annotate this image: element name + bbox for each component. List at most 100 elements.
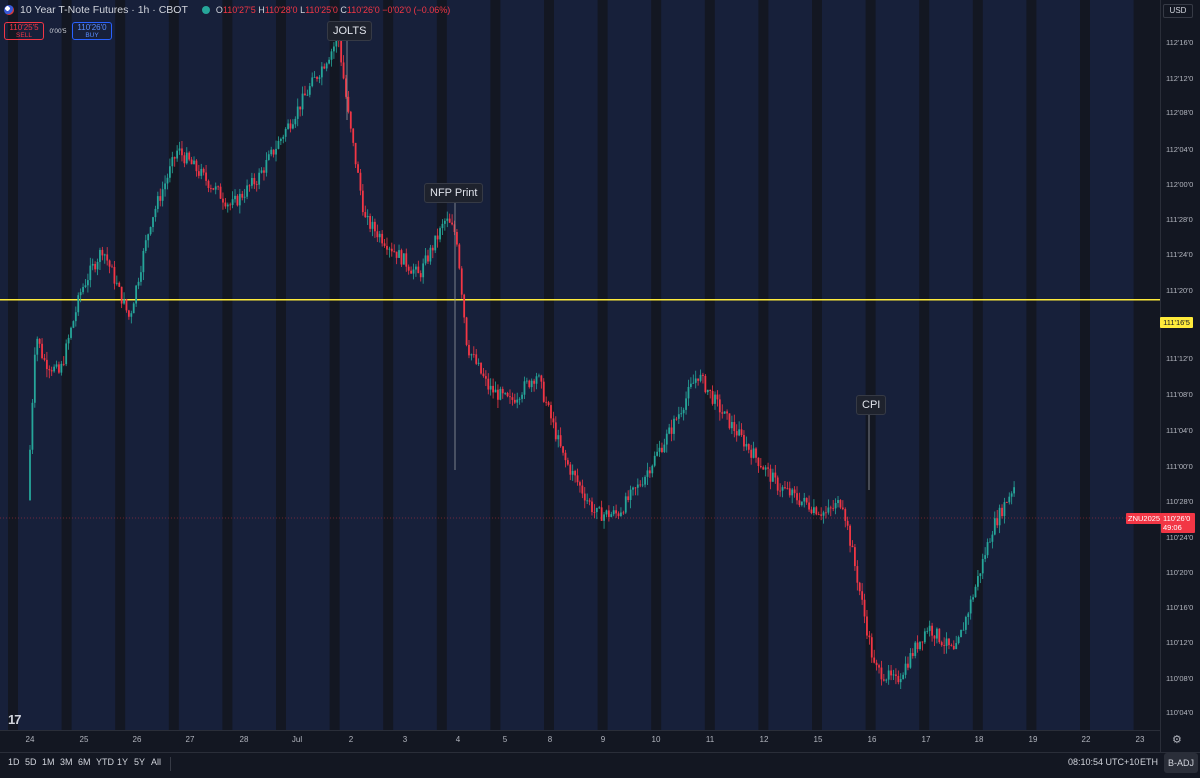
candle-body — [347, 96, 350, 112]
price-tick: 111'12'0 — [1166, 354, 1193, 363]
range-button-1y[interactable]: 1Y — [117, 757, 129, 767]
candle-body — [123, 299, 125, 304]
candle-body — [902, 674, 905, 680]
candle-body — [926, 630, 929, 632]
chart-canvas[interactable] — [0, 0, 1160, 752]
candle-body — [733, 422, 736, 432]
candle-body — [895, 674, 897, 676]
time-tick: 19 — [1028, 735, 1038, 744]
candle-body — [996, 518, 999, 526]
range-button-5d[interactable]: 5D — [25, 757, 37, 767]
candle-body — [260, 170, 263, 173]
candle-body — [79, 292, 82, 296]
tradingview-logo[interactable]: 17 — [8, 712, 22, 727]
price-tick: 110'28'0 — [1166, 497, 1194, 506]
symbol-title[interactable]: 10 Year T-Note Futures · 1h · CBOT — [20, 4, 188, 16]
candle-body — [171, 157, 174, 167]
candle-body — [525, 380, 528, 382]
candle-body — [475, 354, 478, 364]
candlestick-chart[interactable] — [0, 0, 1160, 730]
time-tick: 3 — [402, 735, 408, 744]
candle-body — [882, 679, 885, 681]
range-button-5y[interactable]: 5Y — [134, 757, 146, 767]
candle-body — [446, 218, 449, 221]
candle-body — [325, 63, 328, 69]
candle-body — [1001, 507, 1003, 517]
candle-body — [694, 378, 697, 383]
candle-body — [651, 465, 654, 474]
candle-body — [759, 465, 762, 468]
candle-body — [892, 674, 895, 676]
candle-body — [788, 488, 791, 496]
currency-selector[interactable]: USD — [1163, 4, 1193, 18]
jolts-callout[interactable]: JOLTS — [327, 21, 373, 41]
candle-body — [499, 388, 502, 400]
candle-body — [771, 472, 774, 482]
time-tick: 17 — [921, 735, 931, 744]
candle-body — [506, 392, 509, 397]
candle-body — [386, 245, 388, 250]
candle-body — [890, 670, 892, 676]
price-axis[interactable] — [1160, 0, 1200, 752]
range-button-ytd[interactable]: YTD — [96, 757, 114, 767]
candle-body — [627, 496, 630, 500]
nfp-callout[interactable]: NFP Print — [424, 183, 484, 203]
candle-body — [916, 642, 919, 650]
candle-body — [899, 679, 902, 683]
candle-body — [820, 514, 823, 516]
candle-body — [699, 374, 702, 381]
sell-button[interactable]: 110'25'5 SELL — [4, 22, 44, 40]
candle-body — [629, 489, 632, 500]
candle-body — [234, 195, 236, 200]
candle-body — [547, 402, 550, 406]
candle-body — [837, 500, 839, 504]
candle-body — [796, 493, 798, 501]
candle-body — [492, 385, 495, 393]
candle-body — [147, 234, 150, 241]
candle-body — [663, 444, 666, 453]
candle-body — [267, 154, 270, 160]
buy-button[interactable]: 110'26'0 BUY — [72, 22, 112, 40]
range-button-1m[interactable]: 1M — [42, 757, 55, 767]
gear-icon[interactable]: ⚙ — [1172, 734, 1182, 746]
range-button-6m[interactable]: 6M — [78, 757, 91, 767]
candle-body — [301, 93, 304, 110]
candle-body — [607, 510, 610, 517]
cpi-callout[interactable]: CPI — [856, 395, 887, 415]
candle-body — [91, 263, 94, 266]
candle-body — [99, 249, 101, 262]
candle-body — [229, 204, 232, 206]
candle-body — [873, 657, 876, 663]
candle-body — [931, 625, 933, 636]
candle-body — [465, 317, 468, 345]
range-button-3m[interactable]: 3M — [60, 757, 73, 767]
range-button-1d[interactable]: 1D — [8, 757, 20, 767]
candle-body — [489, 385, 492, 390]
time-tick: 5 — [502, 735, 508, 744]
time-tick: Jul — [291, 735, 303, 744]
candle-body — [776, 477, 779, 491]
symbol-header: 10 Year T-Note Futures · 1h · CBOT O110'… — [4, 4, 450, 16]
candle-body — [805, 497, 808, 503]
candle-body — [641, 484, 644, 486]
candle-body — [523, 381, 526, 395]
candle-body — [851, 545, 854, 548]
symbol-tag: ZNU2025 — [1126, 513, 1163, 524]
candle-body — [919, 641, 921, 650]
time-axis[interactable] — [0, 730, 1160, 752]
adjustment-toggle[interactable]: B-ADJ — [1164, 753, 1198, 773]
market-status-icon[interactable] — [201, 6, 210, 14]
candle-body — [265, 159, 268, 173]
clock[interactable]: 08:10:54 UTC+10 — [1068, 757, 1140, 767]
candle-body — [376, 231, 379, 238]
candle-body — [504, 392, 507, 394]
time-tick: 18 — [974, 735, 984, 744]
candle-body — [410, 270, 412, 274]
candle-body — [579, 482, 581, 486]
candle-body — [716, 394, 719, 400]
session-band — [339, 0, 384, 730]
candle-body — [612, 510, 615, 515]
range-button-all[interactable]: All — [151, 757, 162, 767]
candle-body — [82, 287, 84, 293]
session-toggle[interactable]: ETH — [1140, 757, 1158, 767]
